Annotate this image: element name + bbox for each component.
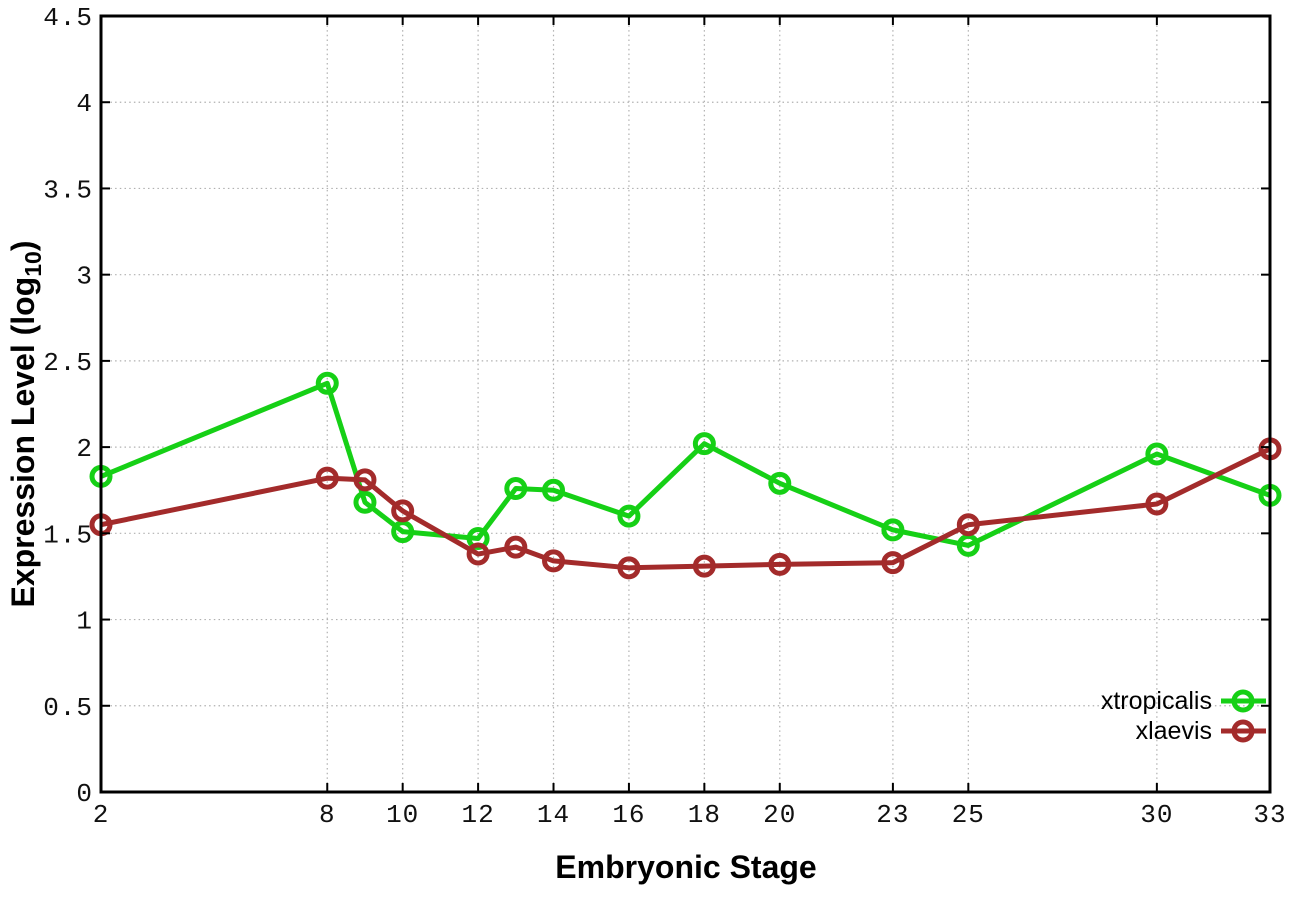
data-point-xtropicalis [542, 478, 566, 502]
y-tick-label: 0.5 [43, 693, 93, 723]
x-tick-label: 23 [876, 800, 909, 830]
x-tick-label: 25 [952, 800, 985, 830]
y-tick-label: 2 [76, 434, 93, 464]
data-point-xtropicalis [1145, 442, 1169, 466]
data-point-xlaevis [391, 499, 415, 523]
x-tick-label: 2 [93, 800, 110, 830]
series-lines [89, 371, 1282, 580]
x-tick-label: 16 [612, 800, 645, 830]
y-axis-title: Expression Level (log10) [5, 240, 46, 607]
x-tick-label: 14 [537, 800, 570, 830]
x-tick-label: 30 [1140, 800, 1173, 830]
legend-sample-marker [1231, 719, 1255, 743]
data-point-xlaevis [881, 551, 905, 575]
tick-labels: 2 8 10 12 14 16 18 20 23 25 30 33 0 0.5 1 1.5 2 2.5 3 3.5 4 4… [43, 3, 1286, 830]
data-point-xlaevis [617, 556, 641, 580]
data-point-xtropicalis [881, 518, 905, 542]
data-point-xtropicalis [956, 533, 980, 557]
data-point-xtropicalis [391, 520, 415, 544]
y-tick-label: 3.5 [43, 175, 93, 205]
data-point-xtropicalis [617, 504, 641, 528]
data-point-xtropicalis [504, 476, 528, 500]
axis-ticks [100, 15, 1271, 793]
x-tick-label: 18 [688, 800, 721, 830]
y-tick-label: 0 [76, 779, 93, 809]
series-line-xlaevis [100, 446, 1272, 571]
data-point-xlaevis [315, 466, 339, 490]
y-tick-label: 1 [76, 607, 93, 637]
y-tick-label: 2.5 [43, 348, 93, 378]
data-point-xtropicalis [768, 471, 792, 495]
series-line-xtropicalis [100, 380, 1271, 548]
plot-border [99, 14, 1272, 794]
x-tick-label: 8 [319, 800, 336, 830]
data-point-xtropicalis [353, 490, 377, 514]
data-point-xlaevis [353, 468, 377, 492]
y-tick-label: 4.5 [43, 3, 93, 33]
legend-sample-marker [1231, 689, 1255, 713]
data-point-xlaevis [692, 554, 716, 578]
data-point-xlaevis [768, 552, 792, 576]
y-tick-label: 4 [76, 89, 93, 119]
data-point-xtropicalis [315, 371, 339, 395]
x-tick-label: 33 [1253, 800, 1286, 830]
gridlines [101, 16, 1270, 792]
data-point-xlaevis [1145, 492, 1169, 516]
data-point-xlaevis [542, 549, 566, 573]
y-tick-label: 3 [76, 262, 93, 292]
legend-label-xlaevis: xlaevis [1136, 717, 1212, 745]
data-point-xlaevis [504, 535, 528, 559]
legend-label-xtropicalis: xtropicalis [1101, 687, 1212, 715]
data-point-xtropicalis [692, 432, 716, 456]
x-tick-label: 10 [386, 800, 419, 830]
x-tick-label: 12 [461, 800, 494, 830]
x-axis-title: Embryonic Stage [555, 849, 816, 885]
y-tick-label: 1.5 [43, 520, 93, 550]
data-point-xlaevis [956, 513, 980, 537]
x-tick-label: 20 [763, 800, 796, 830]
data-point-xlaevis [466, 542, 490, 566]
